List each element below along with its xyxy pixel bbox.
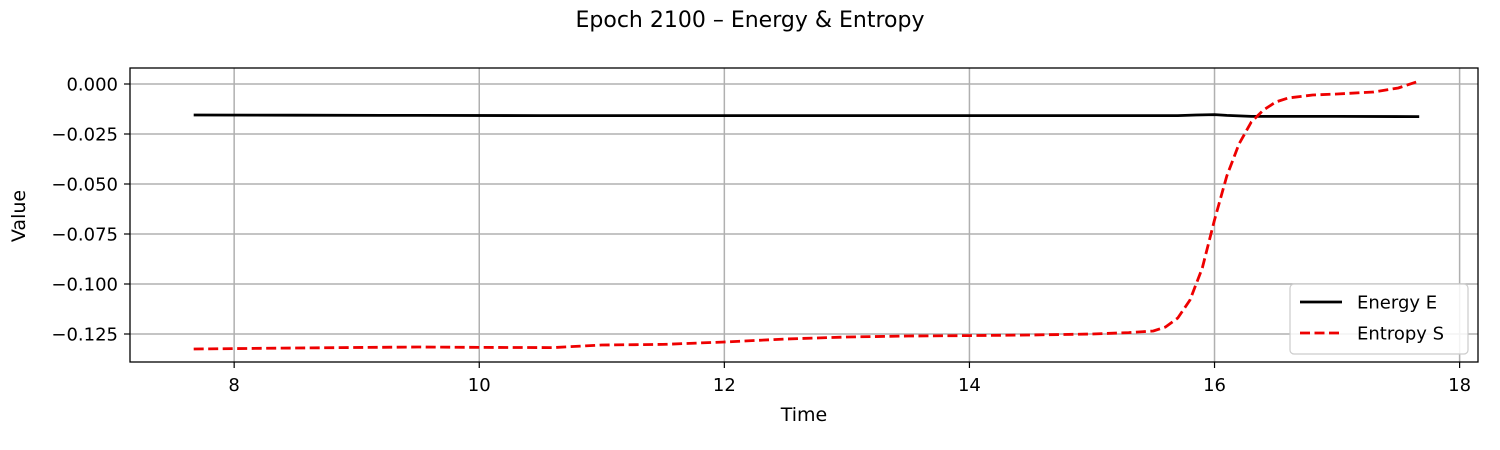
series-group [193,79,1420,351]
x-tick-label: 10 [468,375,491,396]
x-tick-label: 14 [958,375,981,396]
legend-label: Entropy S [1357,324,1444,345]
chart-title: Epoch 2100 – Energy & Entropy [576,8,925,33]
y-tick-label: −0.025 [51,125,118,146]
x-axis-label: Time [780,404,828,426]
y-tick-label: 0.000 [66,75,118,96]
grid-lines [130,68,1478,362]
y-axis-ticks: 0.000 −0.025 −0.050 −0.075 −0.100 −0.125 [51,75,130,346]
legend-label: Energy E [1357,293,1437,314]
y-tick-label: −0.125 [51,325,118,346]
series-line-energy [193,113,1420,118]
x-tick-label: 16 [1203,375,1226,396]
x-tick-label: 18 [1448,375,1471,396]
y-axis-label: Value [8,190,30,242]
y-tick-label: −0.075 [51,225,118,246]
x-axis-ticks: 8 10 12 14 16 18 [228,362,1471,396]
x-tick-label: 8 [228,375,239,396]
legend: Energy E Entropy S [1289,283,1469,355]
plot-frame [129,67,1479,363]
series-line-entropy [193,79,1420,351]
x-tick-label: 12 [713,375,736,396]
y-tick-label: −0.050 [51,175,118,196]
y-tick-label: −0.100 [51,275,118,296]
